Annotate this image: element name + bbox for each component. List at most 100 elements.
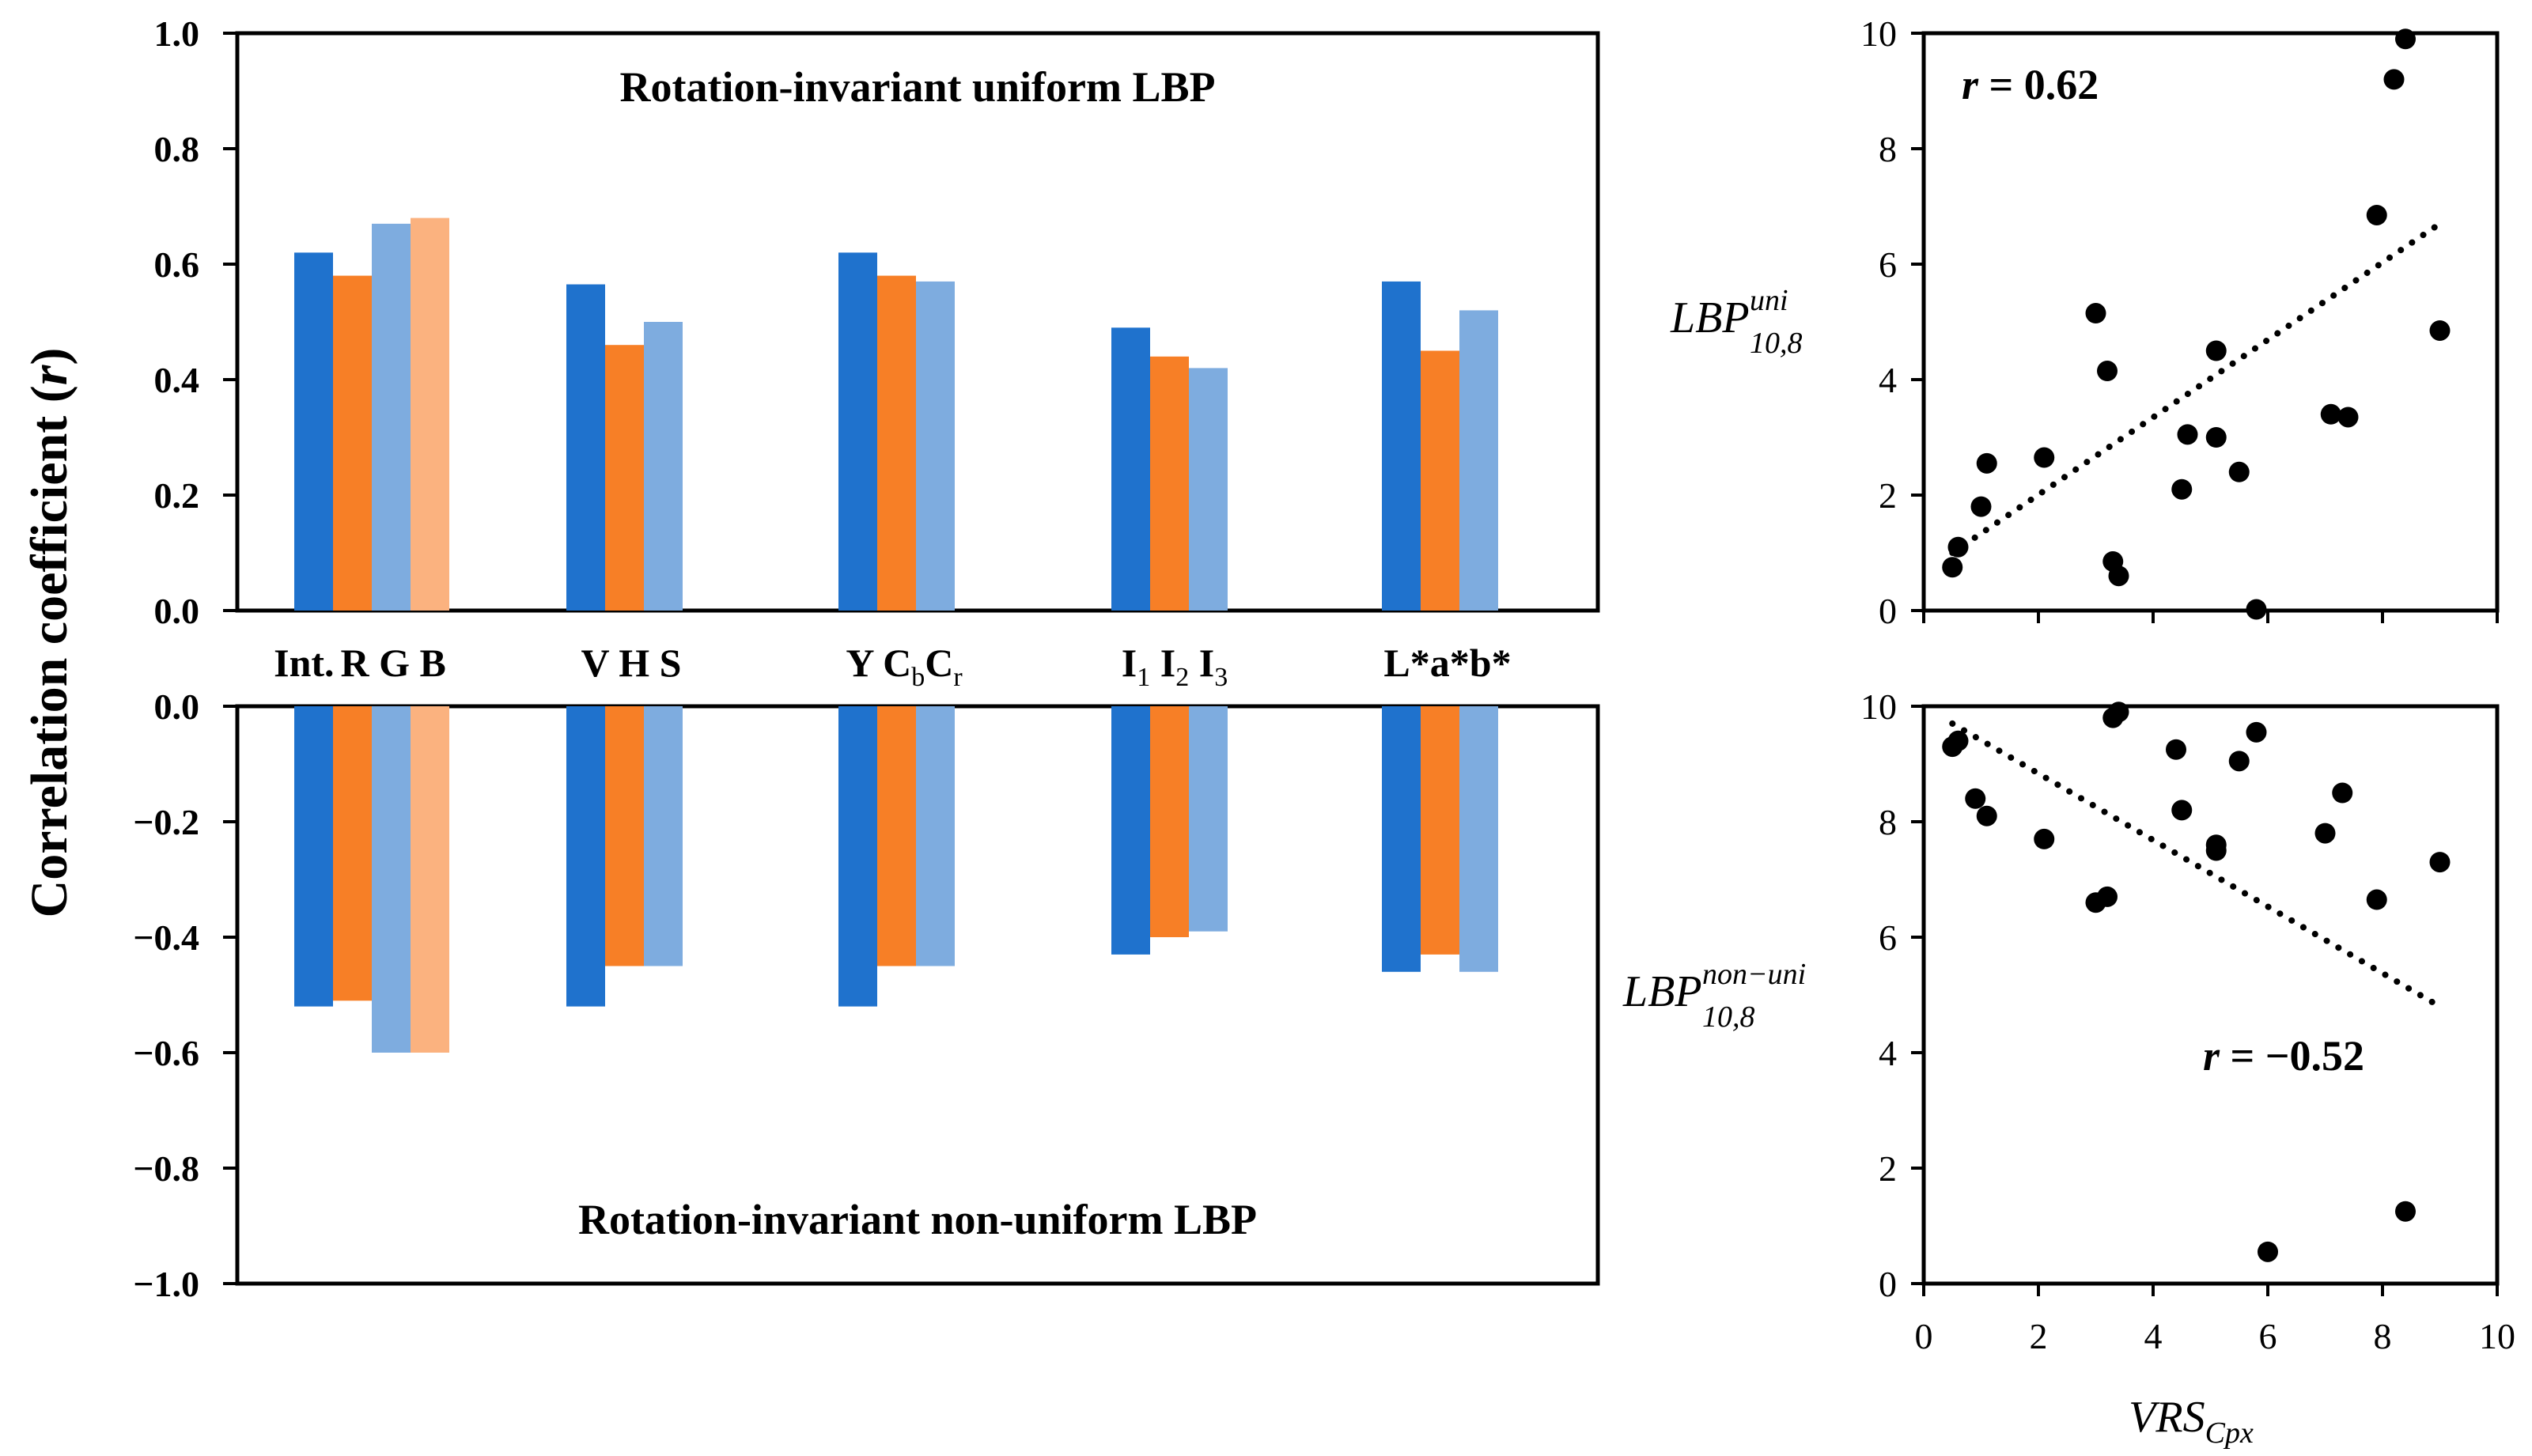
non-uniform-y-tick-label: 0.0 <box>154 686 200 727</box>
non-uniform-trend-line <box>1949 720 2443 1010</box>
non-uniform-scatter-point <box>2205 840 2227 861</box>
non-uniform-scatter-point <box>1965 788 1986 809</box>
uniform-scatter-x-ticks <box>1922 611 2499 623</box>
uniform-scatter-point <box>2177 424 2198 445</box>
uniform-scatter-point <box>1947 536 1969 558</box>
uniform-bar <box>1111 327 1150 611</box>
uniform-scatter-point <box>2085 303 2106 324</box>
non-uniform-scatter-y-label: LBP <box>1622 967 1702 1016</box>
non-uniform-scatter-y-ticks: 0 2 4 6 8 10 <box>1860 686 1924 1304</box>
non-uniform-r-annotation: r = −0.52 <box>2203 1032 2364 1080</box>
uniform-scatter-y-tick-label: 2 <box>1879 475 1897 516</box>
y-axis-label-var: r <box>21 364 78 385</box>
uniform-r-symbol: r <box>1962 61 1979 108</box>
uniform-bar <box>838 252 877 611</box>
group-label: Int. R G B <box>274 641 446 685</box>
group-label-part: b <box>911 663 925 692</box>
non-uniform-scatter-point <box>2108 702 2129 723</box>
uniform-bar <box>877 275 916 611</box>
uniform-bar <box>1189 368 1228 611</box>
non-uniform-scatter-point <box>2258 1241 2278 1262</box>
non-uniform-bar <box>916 706 955 966</box>
non-uniform-scatter-point <box>2228 751 2250 772</box>
non-uniform-scatter-x-ticks: 0 2 4 6 8 10 <box>1915 1284 2515 1356</box>
non-uniform-scatter-x-tick-label: 0 <box>1915 1316 1933 1356</box>
uniform-bar <box>333 275 372 611</box>
non-uniform-bar <box>1189 706 1228 932</box>
uniform-bar <box>294 252 333 611</box>
group-label-part: I <box>1122 641 1137 685</box>
uniform-bar <box>411 217 449 611</box>
non-uniform-scatter-point <box>1976 805 1997 826</box>
uniform-scatter-y-ticks: 0 2 4 6 8 10 <box>1860 13 1924 631</box>
non-uniform-y-label-sub: 10,8 <box>1702 1000 1755 1034</box>
uniform-scatter-y-tick-label: 6 <box>1879 244 1897 285</box>
uniform-bar <box>605 345 644 611</box>
non-uniform-panel-title: Rotation-invariant non-uniform LBP <box>578 1196 1257 1243</box>
group-label-part: Int. <box>274 641 334 685</box>
non-uniform-scatter-y-tick-label: 10 <box>1860 686 1897 727</box>
uniform-scatter-point <box>2366 204 2387 225</box>
uniform-trend-line <box>1949 220 2443 556</box>
uniform-scatter-point <box>2320 403 2341 425</box>
non-uniform-y-tick-label: −0.8 <box>133 1148 199 1189</box>
uniform-bar <box>1150 356 1189 611</box>
non-uniform-scatter-point <box>1947 730 1969 751</box>
non-uniform-bar <box>838 706 877 1007</box>
uniform-scatter-point <box>1970 496 1992 517</box>
non-uniform-y-tick-label: −0.4 <box>133 917 199 958</box>
non-uniform-scatter-y-tick-label: 6 <box>1879 917 1897 958</box>
uniform-y-tick-label: 0.8 <box>154 129 200 169</box>
uniform-bar <box>566 284 605 611</box>
y-axis-label: Correlation coefficient (r) <box>21 348 78 918</box>
uniform-scatter-point <box>2337 407 2359 428</box>
uniform-scatter-point <box>2395 28 2416 50</box>
group-label-part: C <box>925 641 953 685</box>
non-uniform-scatter-x-tick-label: 6 <box>2259 1316 2277 1356</box>
non-uniform-scatter-point <box>2314 823 2336 844</box>
non-uniform-y-label-sup: non−uni <box>1702 958 1806 991</box>
uniform-scatter-point <box>1942 557 1963 578</box>
non-uniform-bar <box>411 706 449 1053</box>
non-uniform-bar <box>877 706 916 966</box>
non-uniform-bar <box>1382 706 1421 972</box>
x-label-base: VRS <box>2129 1393 2205 1442</box>
uniform-scatter-frame <box>1921 31 2500 613</box>
uniform-scatter-panel: 0 2 4 6 8 10 r = 0.62 LBP uni 10,8 <box>1670 13 2500 631</box>
non-uniform-y-label-base: LBP <box>1622 967 1702 1016</box>
uniform-bar <box>372 223 411 611</box>
uniform-scatter-point <box>2034 447 2055 468</box>
uniform-y-ticks: 1.0 0.8 0.6 0.4 0.2 0.0 <box>154 13 237 631</box>
uniform-bar <box>644 322 683 611</box>
uniform-scatter-point <box>2108 565 2129 587</box>
non-uniform-lbp-bar-panel: Rotation-invariant non-uniform LBP 0.0 −0… <box>133 686 1600 1304</box>
group-label-part: R G B <box>341 641 446 685</box>
group-label: Y CbCr <box>846 641 963 692</box>
uniform-y-label-sub: 10,8 <box>1750 327 1803 360</box>
non-uniform-y-tick-label: −0.2 <box>133 802 199 842</box>
non-uniform-bar <box>294 706 333 1007</box>
non-uniform-scatter-y-tick-label: 8 <box>1879 802 1897 842</box>
non-uniform-scatter-point <box>2171 800 2193 821</box>
uniform-bar <box>1459 310 1498 611</box>
non-uniform-scatter-point <box>2166 739 2186 760</box>
non-uniform-scatter-point <box>2246 721 2267 743</box>
non-uniform-y-tick-label: −1.0 <box>133 1264 199 1304</box>
non-uniform-scatter-point <box>2034 828 2055 849</box>
non-uniform-scatter-y-tick-label: 0 <box>1879 1264 1897 1304</box>
non-uniform-scatter-panel: 0 2 4 6 8 10 0 2 4 6 8 10 r = −0.52 LBP non−uni 10… <box>1622 686 2515 1450</box>
uniform-scatter-y-tick-label: 0 <box>1879 591 1897 631</box>
non-uniform-scatter-point <box>2332 782 2353 804</box>
uniform-bar <box>1382 281 1421 611</box>
uniform-bars <box>294 217 1498 611</box>
uniform-scatter-y-tick-label: 10 <box>1860 13 1897 54</box>
group-label-part: 1 <box>1137 663 1150 692</box>
non-uniform-bar <box>644 706 683 966</box>
uniform-lbp-bar-panel: Rotation-invariant uniform LBP 1.0 0.8 0.6… <box>154 13 1600 631</box>
group-label-part: I <box>1189 641 1214 685</box>
group-label-part: L*a*b* <box>1383 641 1511 685</box>
non-uniform-scatter-x-tick-label: 4 <box>2144 1316 2163 1356</box>
non-uniform-bar <box>1459 706 1498 972</box>
non-uniform-bar <box>333 706 372 1001</box>
